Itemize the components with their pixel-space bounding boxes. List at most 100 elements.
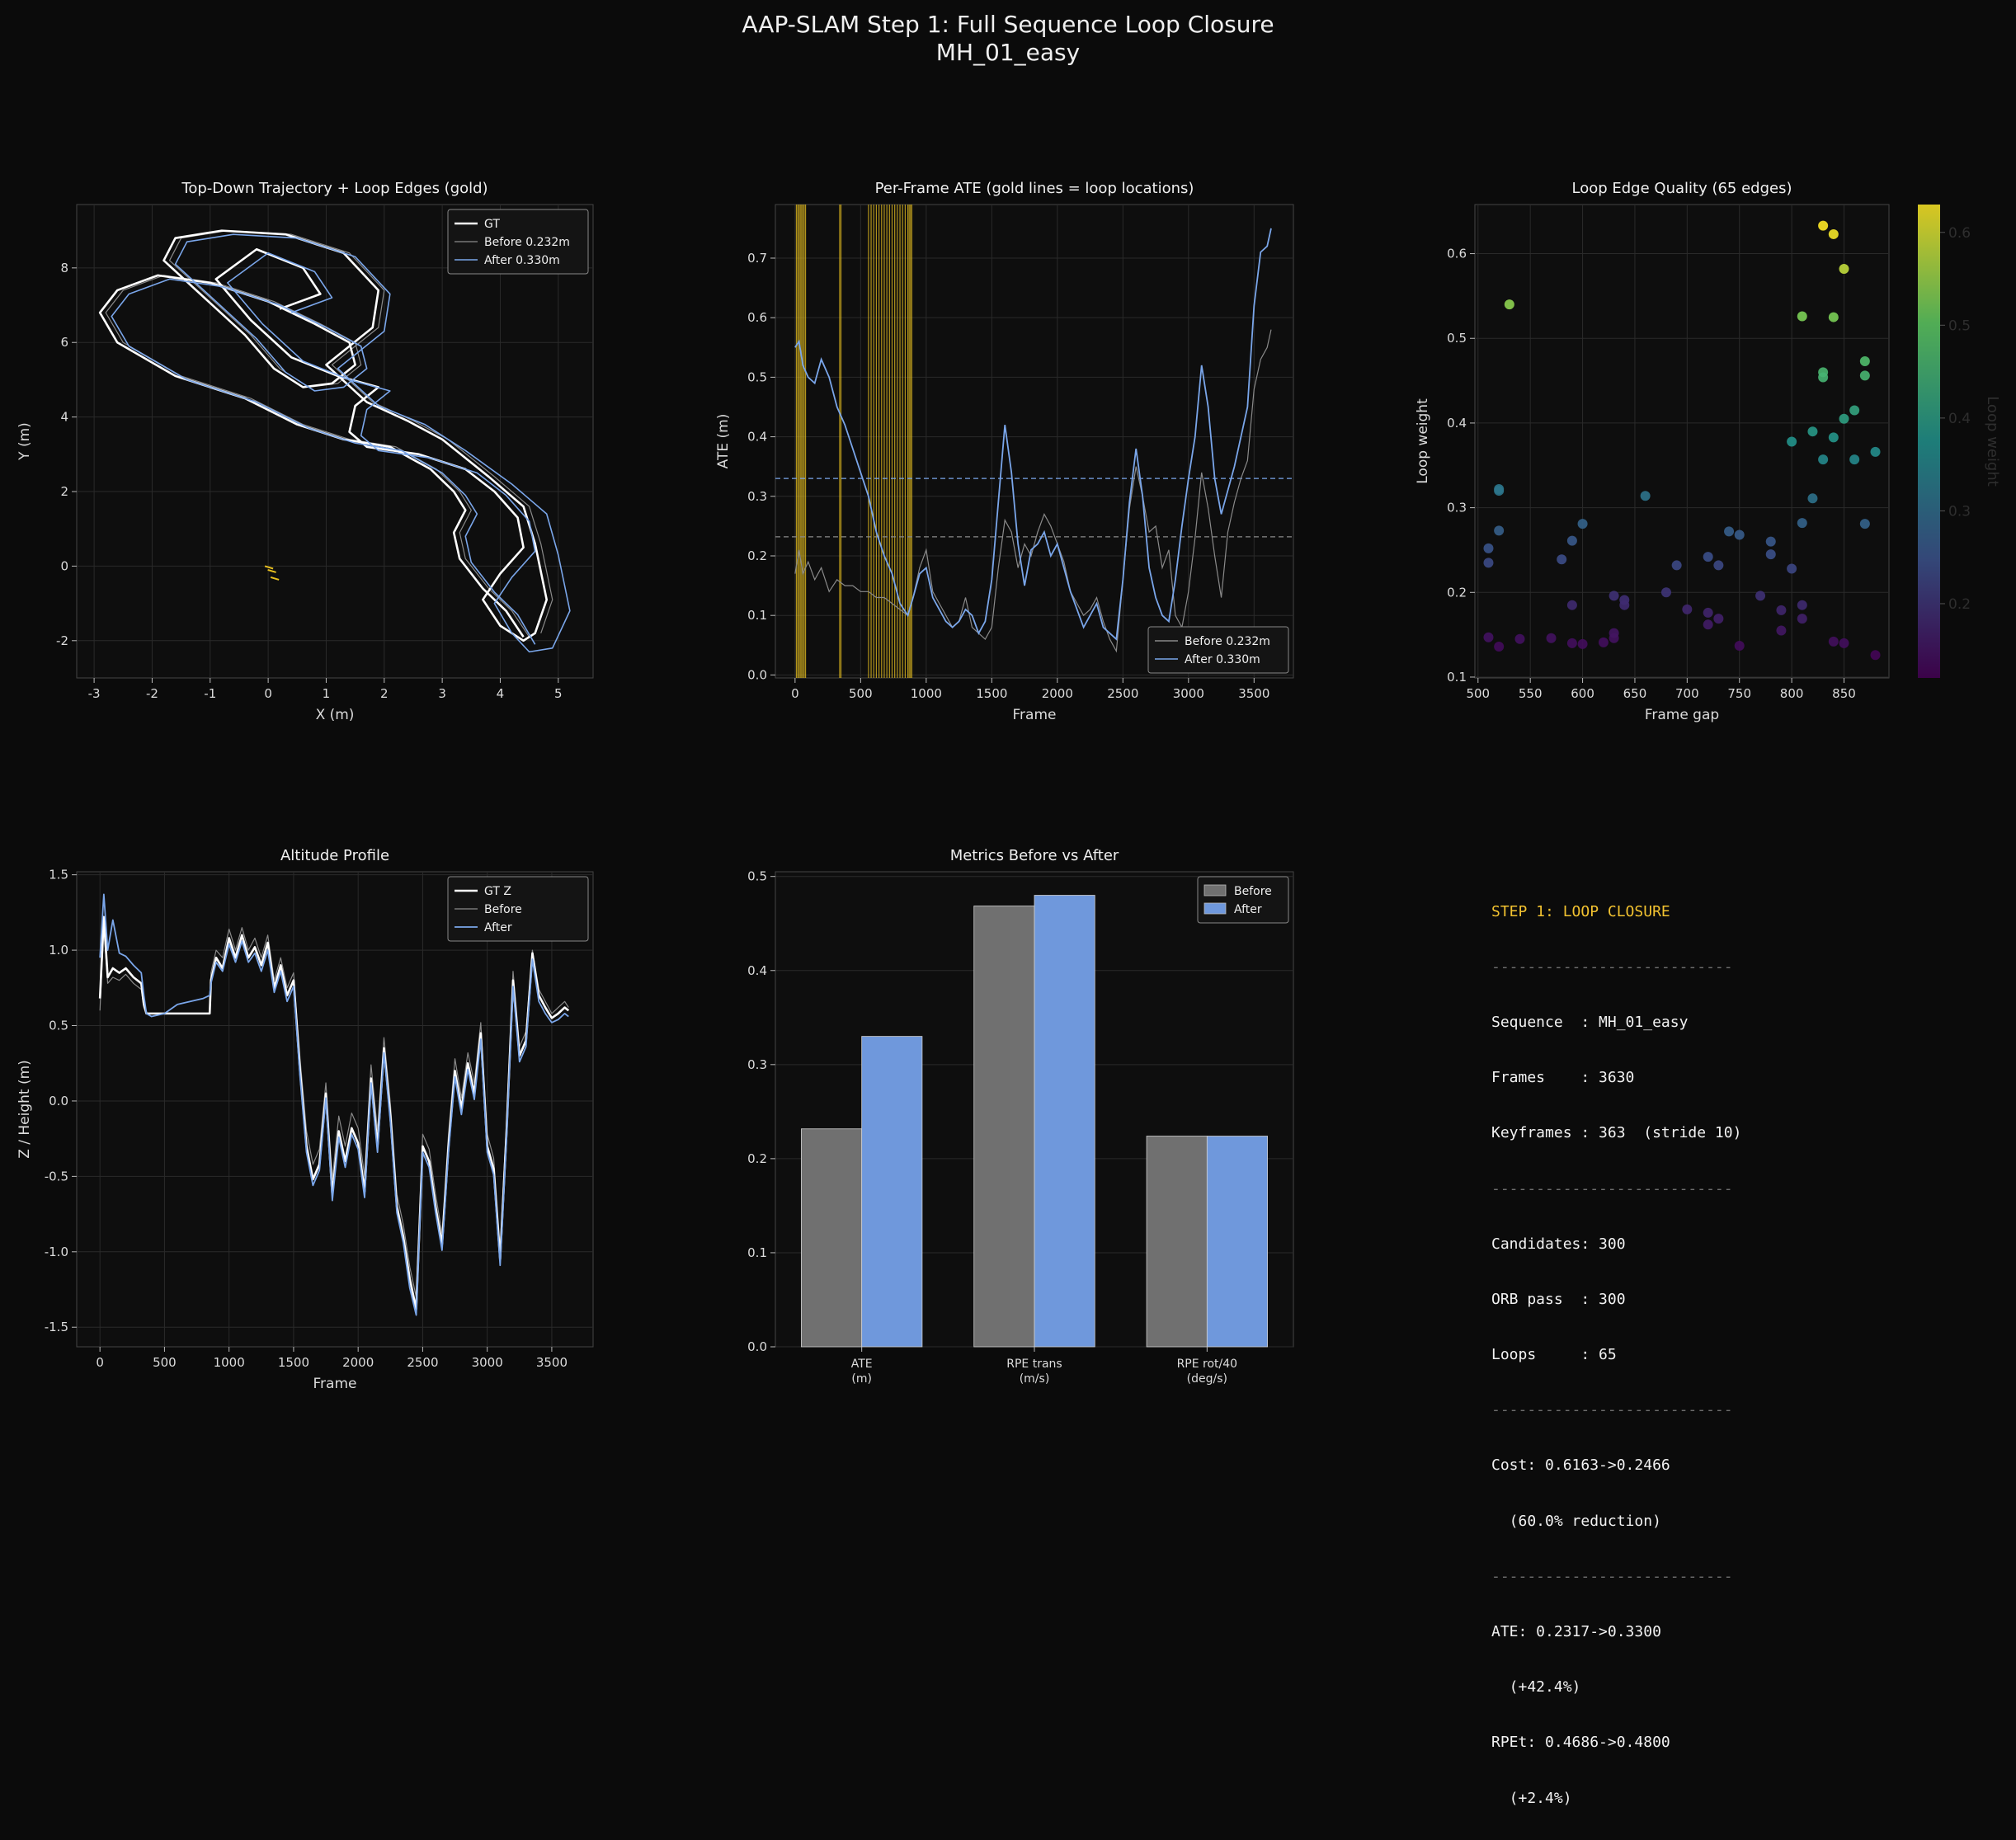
- loop-edge-point: [1849, 454, 1860, 465]
- legend-label: After: [484, 921, 512, 934]
- loop-edge-point: [1787, 563, 1797, 574]
- x-tick-label: 3000: [472, 1355, 503, 1370]
- summary-line: Cost: 0.6163->0.2466: [1491, 1456, 1670, 1475]
- x-axis-label: X (m): [316, 707, 355, 723]
- loop-edge-point: [1797, 614, 1807, 624]
- x-tick-label: (deg/s): [1187, 1372, 1227, 1386]
- x-tick-label: -1: [204, 686, 216, 701]
- y-tick-label: 0.1: [1447, 670, 1467, 685]
- y-tick-label: 0.5: [747, 369, 767, 384]
- loop-edge-point: [1849, 405, 1860, 416]
- summary-separator: ---------------------------: [1491, 958, 1733, 976]
- loop-edge-point: [1703, 552, 1713, 562]
- loop-edge-point: [1859, 519, 1870, 529]
- y-tick-label: 0.4: [1447, 416, 1467, 431]
- y-tick-label: 0.4: [747, 430, 767, 445]
- summary-line: (60.0% reduction): [1491, 1512, 1661, 1530]
- loop-edge-point: [1765, 536, 1776, 547]
- legend-label: Before: [484, 903, 522, 916]
- loop-edge-point: [1546, 633, 1557, 643]
- loop-edge-point: [1494, 525, 1505, 536]
- loop-edge-point: [1807, 493, 1818, 504]
- x-tick-label: 500: [1466, 686, 1490, 701]
- summary-line: RPEt: 0.4686->0.4800: [1491, 1734, 1670, 1752]
- legend-label: Before: [1234, 885, 1272, 898]
- colorbar: [1918, 205, 1940, 678]
- plot-area: [76, 204, 594, 679]
- loop-edge: [267, 568, 276, 573]
- y-tick-label: 0.6: [747, 310, 767, 325]
- y-tick-label: 2: [60, 484, 68, 499]
- colorbar-tick-label: 0.6: [1948, 225, 1971, 242]
- y-tick-label: 0.5: [1447, 331, 1467, 346]
- chart-alt: 0 500 1000 1500 2000 2500 3000 3500 -1.5 -1.0 -0.5…: [16, 847, 594, 1392]
- chart-title: Metrics Before vs After: [950, 847, 1119, 864]
- loop-edge-point: [1660, 587, 1671, 598]
- summary-line: (+2.4%): [1491, 1789, 1572, 1807]
- loop-edge-point: [1483, 632, 1494, 642]
- chart-metrics: 0.0 0.1 0.2 0.3 0.4 0.5 Metrics Before vs Afte…: [747, 847, 1294, 1386]
- loop-edge-point: [1797, 311, 1807, 322]
- summary-panel: STEP 1: LOOP CLOSURE -------------------…: [1491, 870, 1838, 1840]
- loop-edge-point: [1494, 486, 1505, 496]
- loop-edge-point: [1839, 413, 1849, 424]
- loop-edge-point: [1566, 535, 1577, 546]
- y-tick-label: 4: [60, 410, 68, 425]
- x-tick-label: 3000: [1173, 686, 1204, 701]
- loop-edge-point: [1734, 529, 1745, 540]
- summary-line: (+42.4%): [1491, 1678, 1581, 1696]
- y-tick-label: 0.0: [49, 1094, 68, 1108]
- altitude-line: [99, 893, 569, 1316]
- loop-edge-point: [1483, 558, 1494, 568]
- loop-edge-point: [1577, 519, 1588, 529]
- colorbar-tick-label: 0.5: [1948, 318, 1971, 334]
- metric-bar: [1206, 1136, 1269, 1348]
- x-tick-label: 3500: [536, 1355, 568, 1370]
- x-tick-label: 600: [1571, 686, 1594, 701]
- x-tick-label: 2000: [1042, 686, 1073, 701]
- y-tick-label: -0.5: [45, 1169, 68, 1184]
- y-axis-label: Z / Height (m): [16, 1060, 33, 1159]
- x-tick-label: 550: [1519, 686, 1543, 701]
- y-tick-label: 0.0: [747, 667, 767, 682]
- colorbar-tick-label: 0.3: [1948, 503, 1971, 520]
- chart-traj: -3 -2 -1 0 1 2 3 4 5 -2 0 2 4 6 8 Top-Down Trajectory +…: [16, 180, 594, 723]
- loop-edge-point: [1870, 650, 1881, 661]
- loop-edge-point: [1671, 560, 1682, 571]
- figure-title: AAP-SLAM Step 1: Full Sequence Loop Clos…: [742, 11, 1274, 38]
- y-tick-label: 0.3: [1447, 501, 1467, 515]
- loop-edge-point: [1818, 454, 1829, 465]
- chart-title: Top-Down Trajectory + Loop Edges (gold): [181, 180, 488, 197]
- x-tick-label: 1: [323, 686, 331, 701]
- x-tick-label: 1500: [976, 686, 1007, 701]
- x-tick-label: 700: [1675, 686, 1699, 701]
- x-tick-label: 4: [497, 686, 505, 701]
- loop-edge-point: [1807, 426, 1818, 437]
- loop-edge-point: [1577, 638, 1588, 649]
- x-tick-label: 2000: [342, 1355, 374, 1370]
- loop-edge-point: [1609, 591, 1619, 601]
- y-tick-label: -1.0: [45, 1245, 68, 1259]
- loop-edge-point: [1724, 526, 1735, 537]
- y-tick-label: 0.1: [747, 1245, 767, 1260]
- y-axis-label: Y (m): [16, 422, 33, 461]
- summary-header: STEP 1: LOOP CLOSURE: [1491, 902, 1670, 920]
- y-tick-label: 0.3: [747, 1057, 767, 1072]
- loop-edge-point: [1566, 600, 1577, 610]
- legend-label: GT Z: [484, 885, 511, 898]
- metric-bar: [1146, 1136, 1208, 1348]
- x-tick-label: 3500: [1238, 686, 1269, 701]
- loop-edge-point: [1640, 491, 1651, 501]
- loop-edge-point: [1514, 633, 1525, 644]
- y-tick-label: 0.0: [747, 1339, 767, 1354]
- y-tick-label: 1.5: [49, 868, 68, 882]
- colorbar-tick-label: 0.2: [1948, 596, 1971, 613]
- x-axis-label: Frame: [313, 1376, 357, 1392]
- loop-edge-point: [1839, 264, 1849, 275]
- loop-edge-point: [1828, 228, 1839, 239]
- loop-edge-point: [1859, 355, 1870, 366]
- legend: [447, 209, 589, 275]
- loop-edge-point: [1755, 591, 1766, 601]
- summary-line: ATE: 0.2317->0.3300: [1491, 1623, 1661, 1641]
- y-tick-label: 0.5: [747, 869, 767, 884]
